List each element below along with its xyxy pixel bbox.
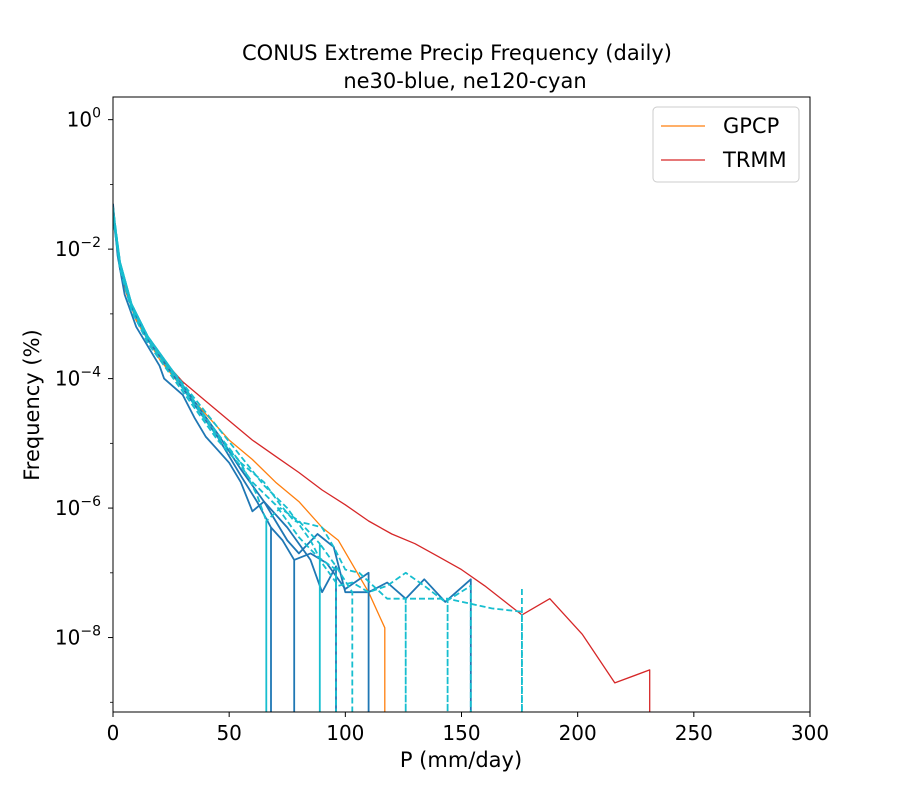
y-tick-label: 100: [67, 106, 101, 132]
y-tick-label: 10−6: [55, 494, 101, 520]
series-line-ne30-member-1: [113, 203, 472, 712]
chart-title: CONUS Extreme Precip Frequency (daily): [242, 41, 672, 65]
x-tick-label: 50: [216, 721, 241, 745]
legend: GPCP TRMM: [652, 106, 800, 183]
series-layer: [113, 203, 651, 712]
y-axis: 100 10−2 10−4 10−6 10−8: [55, 106, 113, 703]
y-tick-label: 10−2: [55, 235, 101, 261]
x-tick-label: 100: [326, 721, 364, 745]
y-axis-label: Frequency (%): [20, 329, 44, 481]
x-axis: 0 50 100 150 200 250 300: [107, 712, 829, 745]
series-line-ne120-member-2: [113, 213, 354, 712]
series-line-ne120-member-3: [113, 210, 523, 712]
x-tick-label: 250: [675, 721, 713, 745]
x-tick-label: 300: [791, 721, 829, 745]
x-tick-label: 200: [559, 721, 597, 745]
x-tick-label: 0: [107, 721, 120, 745]
legend-label-trmm: TRMM: [722, 148, 787, 172]
x-tick-label: 150: [442, 721, 480, 745]
legend-label-gpcp: GPCP: [723, 114, 779, 138]
series-line-ne120-member-4: [113, 216, 337, 712]
y-tick-label: 10−4: [55, 365, 101, 391]
chart-subtitle: ne30-blue, ne120-cyan: [343, 69, 586, 93]
x-axis-label: P (mm/day): [400, 748, 522, 772]
y-tick-label: 10−8: [55, 624, 101, 650]
